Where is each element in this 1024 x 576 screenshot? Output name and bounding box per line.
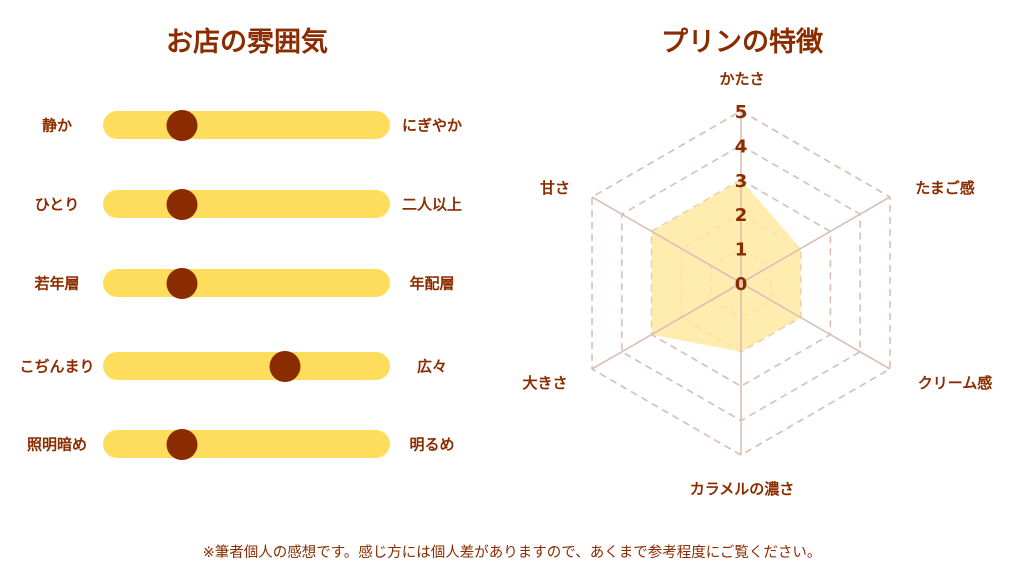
radar-tick-label: 3 — [735, 171, 748, 192]
radar-title: プリンの特徴 — [661, 27, 823, 58]
radar-tick-label: 5 — [735, 102, 748, 123]
slider-right-label: 年配層 — [409, 274, 455, 293]
slider-track — [103, 109, 390, 141]
slider-knob — [166, 428, 198, 460]
slider-left-label: 静か — [41, 116, 73, 135]
radar-spoke — [740, 196, 891, 284]
slider-left-label: 照明暗め — [26, 435, 88, 454]
radar-tick-label: 1 — [735, 240, 748, 261]
radar-spoke — [591, 196, 742, 284]
slider-right-label: 明るめ — [409, 435, 455, 454]
atmosphere-title: お店の雰囲気 — [166, 27, 328, 58]
radar-axis-label: 甘さ — [540, 179, 570, 197]
slider-right-label: 二人以上 — [401, 195, 463, 214]
radar-spoke — [591, 282, 742, 370]
footer-note: ※筆者個人の感想です。感じ方には個人差がありますので、あくまで参考程度にご覧くだ… — [202, 545, 822, 561]
slider-right-label: 広々 — [416, 357, 448, 376]
radar-data-area — [651, 179, 801, 352]
slider-knob — [166, 109, 198, 141]
radar-tick-label: 0 — [735, 274, 748, 295]
slider-knob — [166, 267, 198, 299]
radar-axis-label: たまご感 — [915, 179, 975, 197]
radar-axis-label: かたさ — [719, 70, 764, 88]
slider-left-label: 若年層 — [34, 274, 80, 293]
radar-axis-label: カラメルの濃さ — [690, 480, 795, 498]
slider-left-label: こぢんまり — [19, 357, 95, 376]
slider-knob — [166, 188, 198, 220]
slider-right-label: にぎやか — [401, 116, 463, 135]
slider-track — [103, 350, 390, 382]
radar-axis-label: 大きさ — [522, 374, 567, 392]
slider-track — [103, 267, 390, 299]
slider-track — [103, 188, 390, 220]
radar-axis-label: クリーム感 — [918, 374, 993, 392]
radar-spoke — [740, 282, 891, 370]
radar-tick-label: 4 — [735, 136, 748, 157]
slider-left-label: ひとり — [34, 195, 80, 214]
slider-track — [103, 428, 390, 460]
slider-knob — [269, 350, 301, 382]
radar-tick-label: 2 — [735, 205, 748, 226]
